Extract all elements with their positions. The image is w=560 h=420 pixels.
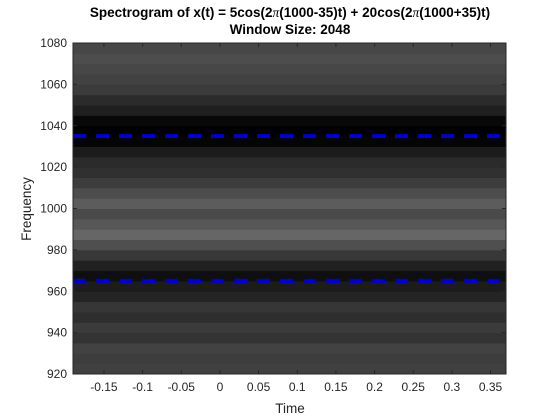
heatmap-row bbox=[73, 53, 506, 65]
x-tick-label: 0.35 bbox=[479, 380, 503, 394]
heatmap-row bbox=[73, 198, 506, 209]
heatmap-row bbox=[73, 270, 506, 282]
heatmap-cells bbox=[73, 43, 506, 375]
y-tick-label: 960 bbox=[47, 284, 67, 298]
heatmap-row bbox=[73, 280, 506, 292]
y-tick-label: 940 bbox=[47, 326, 67, 340]
y-tick-label: 1020 bbox=[40, 160, 67, 174]
heatmap-row bbox=[73, 63, 506, 75]
heatmap-row bbox=[73, 208, 506, 220]
heatmap-row bbox=[73, 311, 506, 323]
x-tick-label: 0.1 bbox=[289, 380, 306, 394]
y-tick-label: 1000 bbox=[40, 202, 67, 216]
axis-tick-labels: -0.15 -0.1 -0.05 0 0.05 0.1 0.15 0.2 0.25 0.3 0.35… bbox=[40, 36, 502, 394]
y-tick-label: 1080 bbox=[40, 36, 67, 50]
heatmap-row bbox=[73, 260, 506, 272]
heatmap-row bbox=[73, 342, 506, 354]
chart-title-line2: Window Size: 2048 bbox=[230, 22, 351, 37]
heatmap-row bbox=[73, 74, 506, 85]
plot-frame bbox=[72, 42, 507, 375]
heatmap-row bbox=[73, 156, 506, 168]
heatmap-row bbox=[73, 146, 506, 158]
y-tick-label: 1060 bbox=[40, 77, 67, 91]
x-tick-label: 0.25 bbox=[402, 380, 426, 394]
y-tick-label: 920 bbox=[47, 367, 67, 381]
heatmap-row bbox=[73, 167, 506, 178]
x-tick-label: -0.05 bbox=[168, 380, 196, 394]
heatmap-row bbox=[73, 332, 506, 344]
heatmap-row bbox=[73, 322, 506, 334]
x-tick-label: 0.3 bbox=[444, 380, 461, 394]
y-tick-label: 1040 bbox=[40, 119, 67, 133]
x-tick-label: -0.1 bbox=[132, 380, 153, 394]
heatmap-row bbox=[73, 115, 506, 127]
x-tick-label: 0.15 bbox=[324, 380, 348, 394]
chart-title-line1: Spectrogram of x(t) = 5cos(2π(1000-35)t)… bbox=[90, 5, 490, 20]
y-axis-label: Frequency bbox=[19, 177, 34, 241]
x-axis-label: Time bbox=[275, 401, 305, 416]
heatmap-row bbox=[73, 301, 506, 313]
x-tick-label: 0.2 bbox=[366, 380, 383, 394]
series-lines bbox=[73, 134, 506, 283]
heatmap-row bbox=[73, 291, 506, 303]
heatmap-row bbox=[73, 187, 506, 199]
x-tick-label: 0 bbox=[217, 380, 224, 394]
heatmap-row bbox=[73, 229, 506, 241]
heatmap-row bbox=[73, 125, 506, 137]
x-tick-label: 0.05 bbox=[247, 380, 271, 394]
heatmap-row bbox=[73, 218, 506, 230]
heatmap-row bbox=[73, 94, 506, 106]
x-tick-label: -0.15 bbox=[90, 380, 118, 394]
heatmap-row bbox=[73, 249, 506, 261]
heatmap-row bbox=[73, 353, 506, 365]
heatmap-row bbox=[73, 177, 506, 189]
heatmap-row bbox=[73, 105, 506, 116]
y-tick-label: 980 bbox=[47, 243, 67, 257]
heatmap-row bbox=[73, 239, 506, 251]
heatmap-row bbox=[73, 43, 506, 54]
heatmap-row bbox=[73, 84, 506, 96]
heatmap-row bbox=[73, 363, 506, 375]
heatmap-row bbox=[73, 136, 506, 147]
